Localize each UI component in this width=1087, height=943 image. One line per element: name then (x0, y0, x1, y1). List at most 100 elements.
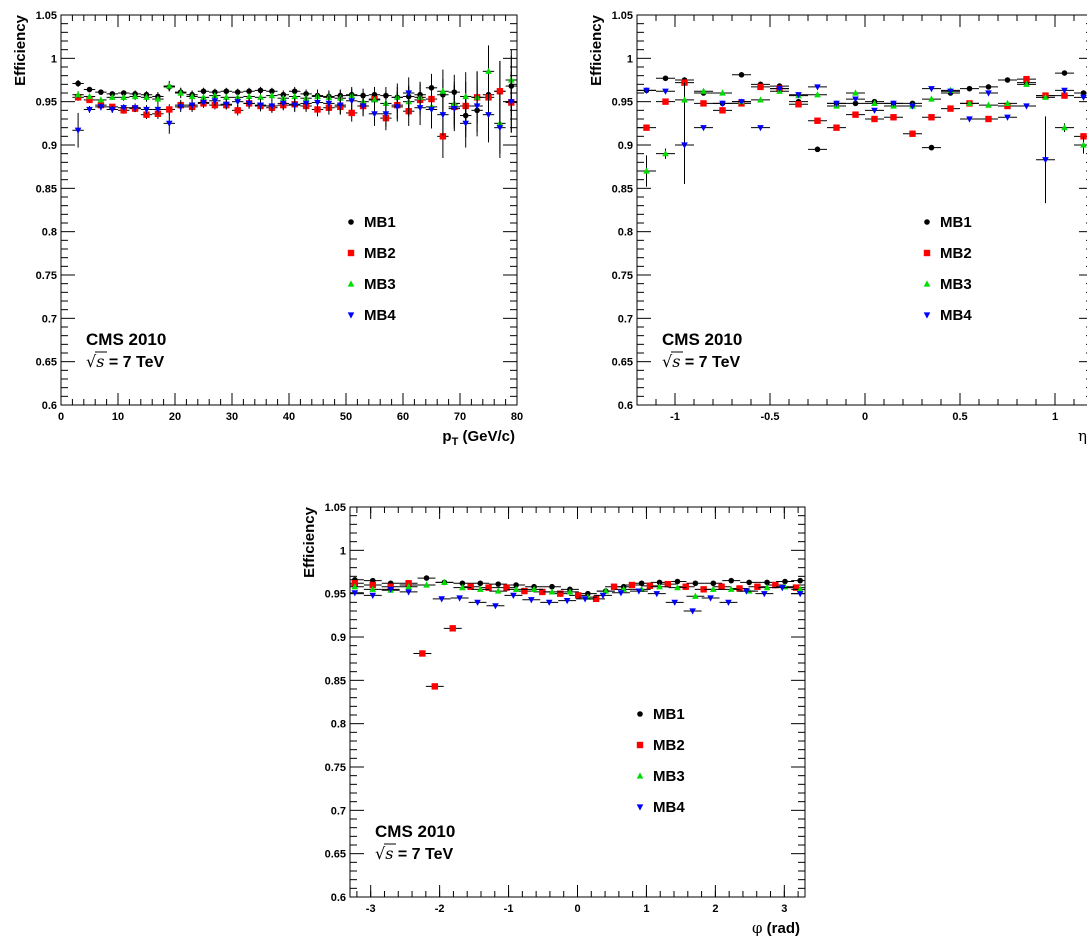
data-point-mb3 (719, 89, 726, 96)
y-tick-label: 1 (627, 53, 633, 65)
x-axis-title-rest: (GeV/c) (458, 428, 515, 445)
x-tick-label: 40 (283, 411, 295, 423)
y-tick-label: 0.6 (331, 892, 346, 904)
x-tick-label: -2 (435, 903, 445, 915)
data-point-mb3 (211, 92, 219, 99)
data-point-mb3 (223, 93, 230, 100)
data-point-mb3 (177, 89, 184, 96)
legend-marker-mb1 (348, 219, 354, 225)
data-point-mb4 (387, 586, 394, 593)
y-tick-label: 0.7 (331, 805, 346, 817)
data-point-mb3 (268, 92, 276, 99)
data-layer (637, 70, 1087, 204)
data-point-mb4 (456, 595, 463, 602)
data-point-mb3 (131, 92, 139, 100)
x-axis-title-subscript: T (452, 436, 459, 448)
data-point-mb4 (757, 125, 764, 132)
data-point-mb3 (700, 87, 707, 94)
data-point-mb1 (662, 75, 669, 82)
data-point-mb4 (776, 86, 783, 93)
x-tick-label: 2 (712, 903, 718, 915)
data-point-mb2 (928, 114, 935, 121)
y-tick-label: 0.85 (612, 183, 633, 195)
data-point-mb4 (109, 106, 116, 114)
legend-marker-mb1 (637, 711, 643, 717)
legend-label: MB4 (364, 307, 396, 324)
data-point-mb2 (646, 582, 654, 590)
data-point-mb3 (985, 101, 992, 108)
data-point-mb4 (234, 99, 241, 106)
data-point-mb4 (643, 87, 650, 94)
data-point-mb4 (348, 98, 355, 105)
data-point-mb4 (325, 100, 333, 107)
data-point-mb4 (291, 102, 298, 109)
data-point-mb4 (257, 102, 264, 109)
data-point-mb4 (761, 591, 768, 598)
data-point-mb2 (662, 98, 669, 105)
legend-marker-mb2 (923, 249, 931, 257)
x-tick-label: 10 (112, 411, 124, 423)
data-point-mb3 (674, 584, 681, 591)
data-point-mb1 (985, 84, 992, 90)
energy-label: √s = 7 TeV (375, 844, 453, 863)
data-point-mb3 (97, 96, 105, 103)
data-point-mb3 (494, 587, 502, 594)
data-point-mb1 (513, 582, 519, 588)
legend-label: MB3 (940, 276, 972, 293)
data-point-mb2 (852, 111, 859, 118)
data-point-mb3 (602, 587, 610, 594)
data-point-mb4 (947, 88, 954, 95)
cms-label: CMS 2010 (662, 330, 742, 349)
y-tick-label: 0.95 (325, 589, 346, 601)
data-point-mb4 (1080, 94, 1087, 101)
data-point-mb3 (371, 96, 378, 103)
data-point-mb3 (291, 92, 298, 100)
data-point-mb2 (736, 585, 743, 592)
data-point-mb1 (477, 580, 484, 587)
data-point-mb4 (302, 100, 310, 107)
data-point-mb4 (154, 106, 162, 114)
data-point-mb3 (423, 581, 430, 588)
legend-label: MB1 (653, 706, 685, 723)
cms-label: CMS 2010 (375, 822, 455, 841)
data-point-mb4 (369, 592, 377, 599)
x-axis-title-main: φ (752, 919, 763, 937)
data-point-mb3 (459, 584, 466, 591)
y-tick-label: 1 (51, 53, 57, 65)
x-tick-label: 0 (574, 903, 580, 915)
data-point-mb3 (1042, 93, 1049, 100)
data-point-mb2 (628, 581, 636, 589)
legend-label: MB4 (653, 799, 685, 816)
data-point-mb2 (496, 88, 504, 95)
data-point-mb3 (643, 167, 650, 174)
data-point-mb4 (405, 90, 412, 97)
data-point-mb4 (473, 103, 481, 110)
y-tick-label: 0.8 (42, 227, 57, 239)
y-axis-title: Efficiency (588, 14, 605, 86)
y-tick-label: 0.85 (36, 183, 57, 195)
data-point-mb4 (200, 99, 207, 107)
legend-marker-mb3 (923, 280, 931, 287)
data-point-mb2 (700, 100, 707, 107)
data-point-mb1 (98, 89, 104, 95)
data-point-mb4 (188, 102, 196, 109)
data-point-mb4 (351, 590, 359, 597)
series-mb2 (637, 75, 1087, 140)
data-point-mb2 (890, 114, 897, 121)
data-point-mb4 (719, 100, 726, 107)
data-point-mb3 (681, 96, 688, 103)
data-point-mb4 (86, 106, 93, 114)
y-tick-label: 0.7 (618, 313, 633, 325)
data-point-mb4 (428, 106, 435, 114)
legend-marker-mb4 (923, 312, 931, 319)
data-point-mb1 (549, 583, 555, 590)
legend-label: MB1 (940, 214, 972, 231)
data-point-mb4 (738, 99, 745, 106)
data-point-mb4 (707, 595, 714, 602)
data-point-mb3 (656, 583, 663, 590)
data-point-mb4 (871, 107, 878, 114)
legend-marker-mb4 (636, 804, 644, 811)
y-tick-label: 0.85 (325, 675, 346, 687)
data-point-mb1 (223, 88, 230, 95)
data-point-mb4 (1004, 114, 1011, 121)
